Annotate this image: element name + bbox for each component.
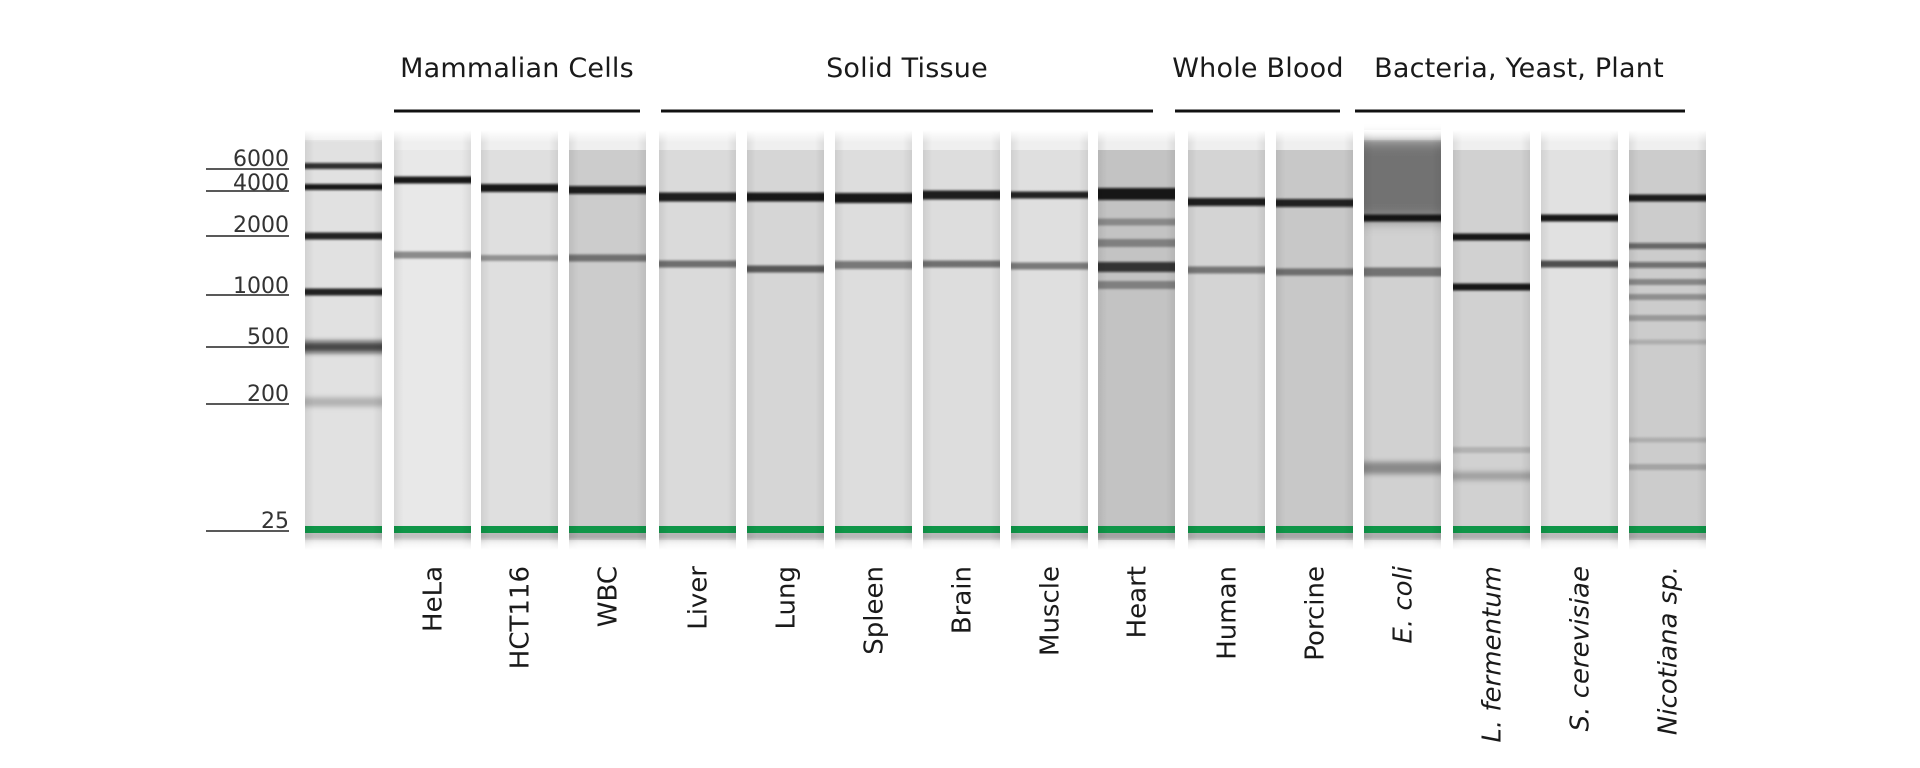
ladder-marker-500: 500 — [206, 325, 289, 350]
ladder-label-4000: 4000 — [233, 171, 289, 196]
lane-label-e-coli: E. coli — [1389, 565, 1419, 643]
lane-hela — [394, 130, 471, 550]
lane-wbc — [569, 130, 646, 550]
group-solid-tissue: Solid Tissue — [661, 53, 1153, 113]
lane-label-l-fermentum: L. fermentum — [1478, 566, 1508, 743]
lane-fade — [1453, 130, 1530, 550]
lane-porcine — [1276, 130, 1353, 550]
group-label-whole-blood: Whole Blood — [1172, 53, 1343, 84]
group-label-solid-tissue: Solid Tissue — [826, 53, 988, 84]
ladder-label-25: 25 — [261, 509, 289, 534]
lane-fade — [305, 130, 382, 550]
ladder-marker-2000: 2000 — [206, 213, 289, 238]
lane-l-fermentum — [1453, 130, 1530, 550]
lane-ladder — [305, 130, 382, 550]
ladder-label-2000: 2000 — [233, 213, 289, 238]
lane-hct116 — [481, 130, 558, 550]
lane-fade — [1098, 130, 1175, 550]
lane-label-s-cerevisiae: S. cerevisiae — [1566, 566, 1596, 731]
lane-fade — [569, 130, 646, 550]
group-whole-blood: Whole Blood — [1172, 53, 1344, 113]
ladder-marker-6000: 6000 — [206, 147, 289, 172]
lane-human — [1188, 130, 1265, 550]
lane-label-heart: Heart — [1123, 566, 1153, 638]
lane-brain — [923, 130, 1000, 550]
lane-fade — [481, 130, 558, 550]
lane-fade — [747, 130, 824, 550]
lane-label-muscle: Muscle — [1036, 566, 1066, 656]
lane-fade — [1276, 130, 1353, 550]
lane-label-porcine: Porcine — [1301, 566, 1331, 661]
ladder-label-6000: 6000 — [233, 147, 289, 172]
group-headers: Mammalian Cells Solid Tissue Whole Blood… — [394, 53, 1685, 113]
lane-label-human: Human — [1213, 566, 1243, 660]
ladder-marker-4000: 4000 — [206, 171, 289, 196]
lane-muscle — [1011, 130, 1088, 550]
lane-fade — [923, 130, 1000, 550]
group-bacteria-yeast-plant: Bacteria, Yeast, Plant — [1355, 53, 1685, 113]
group-mammalian-cells: Mammalian Cells — [394, 53, 640, 113]
ladder-marker-1000: 1000 — [206, 274, 289, 299]
ladder-marker-200: 200 — [206, 382, 289, 407]
ladder-scale: 6000 4000 2000 1000 500 200 25 — [206, 147, 289, 534]
lane-e-coli — [1364, 130, 1441, 550]
lane-fade — [659, 130, 736, 550]
ladder-label-200: 200 — [247, 382, 289, 407]
lane-label-hct116: HCT116 — [506, 566, 536, 669]
lane-label-hela: HeLa — [419, 566, 449, 632]
lane-fade — [835, 130, 912, 550]
lane-label-wbc: WBC — [594, 566, 624, 627]
ladder-label-500: 500 — [247, 325, 289, 350]
lane-nicotiana-sp — [1629, 130, 1706, 550]
lane-fade — [1541, 130, 1618, 550]
lane-label-nicotiana-sp: Nicotiana sp. — [1654, 566, 1684, 735]
lane-s-cerevisiae — [1541, 130, 1618, 550]
lane-liver — [659, 130, 736, 550]
gel-lanes — [305, 130, 1706, 550]
lane-heart — [1098, 130, 1175, 550]
lane-labels: HeLa HCT116 WBC Liver Lung Spleen Brain Muscle H… — [419, 565, 1684, 742]
lane-fade — [1011, 130, 1088, 550]
lane-fade — [1188, 130, 1265, 550]
group-label-bacteria-yeast-plant: Bacteria, Yeast, Plant — [1374, 53, 1664, 84]
group-label-mammalian-cells: Mammalian Cells — [400, 53, 634, 84]
lane-fade — [1629, 130, 1706, 550]
lane-spleen — [835, 130, 912, 550]
lane-fade — [394, 130, 471, 550]
lane-label-spleen: Spleen — [860, 566, 890, 655]
lane-label-liver: Liver — [684, 566, 714, 630]
lane-lung — [747, 130, 824, 550]
lane-fade — [1364, 130, 1441, 550]
ladder-marker-25: 25 — [206, 509, 289, 534]
lane-label-brain: Brain — [948, 566, 978, 634]
lane-label-lung: Lung — [772, 566, 802, 630]
